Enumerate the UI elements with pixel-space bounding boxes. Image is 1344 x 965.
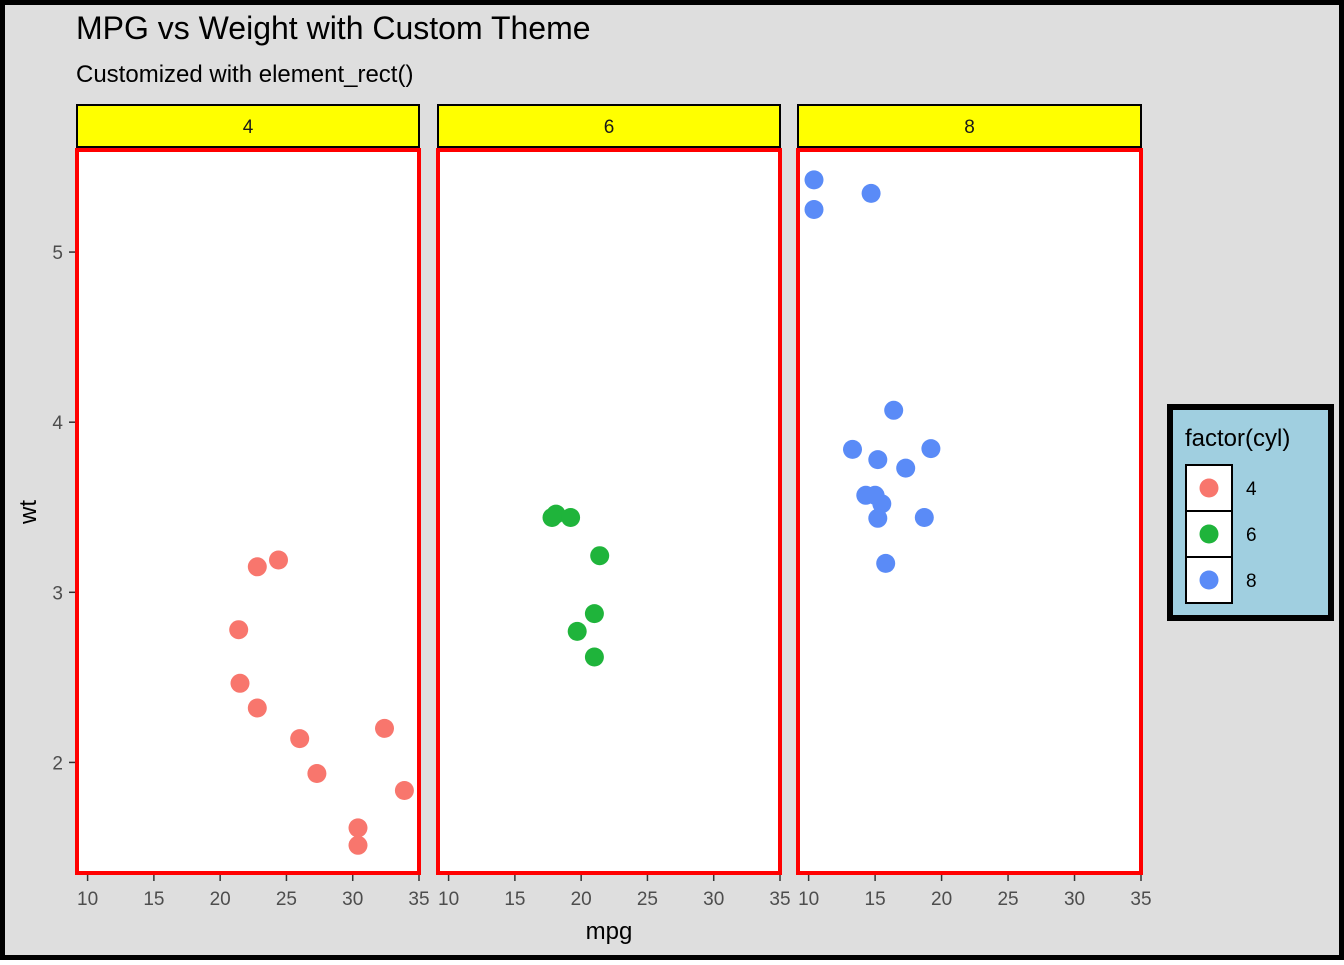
y-tick-label: 4 <box>52 413 63 434</box>
facet-strip-8 <box>797 104 1142 148</box>
data-point-cyl-6 <box>567 621 587 641</box>
panel-border <box>796 148 1143 875</box>
x-tick-label: 15 <box>865 889 886 910</box>
x-tick-label: 20 <box>210 889 231 910</box>
data-point-cyl-8 <box>896 458 916 478</box>
data-point-cyl-6 <box>584 647 604 667</box>
data-point-cyl-6 <box>542 508 562 527</box>
panel-background <box>438 150 780 873</box>
data-point-cyl-4 <box>247 557 267 577</box>
facet-panel-8: 8 10 15 20 25 30 35 <box>796 104 1152 910</box>
data-point-cyl-8 <box>861 183 881 203</box>
x-tick-label: 25 <box>637 889 658 910</box>
x-tick-label: 25 <box>997 889 1018 910</box>
facet-panel-4: 4 10 15 20 25 30 35 <box>75 104 430 910</box>
data-point-cyl-8 <box>843 439 862 459</box>
y-tick-label: 3 <box>52 583 63 604</box>
legend: factor(cyl) 4 6 8 <box>1167 404 1334 621</box>
data-point-cyl-6 <box>590 546 610 566</box>
facet-panel-6: 6 10 15 20 25 30 35 <box>436 104 791 910</box>
x-tick-label: 25 <box>276 889 297 910</box>
data-point-cyl-8 <box>914 508 934 527</box>
data-point-cyl-4 <box>348 835 368 855</box>
x-tick-label: 20 <box>571 889 592 910</box>
x-axis-title: mpg <box>586 918 633 945</box>
legend-keys: 4 6 8 <box>1185 464 1257 604</box>
x-tick-label: 30 <box>342 889 363 910</box>
x-tick-label: 10 <box>77 889 98 910</box>
facet-strip-4 <box>76 104 420 148</box>
x-tick-label: 20 <box>931 889 952 910</box>
panel-background <box>77 150 419 873</box>
data-point-cyl-8 <box>876 553 896 573</box>
x-tick-label: 15 <box>504 889 525 910</box>
legend-key-8 <box>1199 570 1219 590</box>
legend-key-6 <box>1199 524 1219 544</box>
facet-strip-label: 6 <box>604 117 615 138</box>
facet-strip-label: 4 <box>243 117 254 138</box>
x-tick-label: 30 <box>703 889 724 910</box>
data-point-cyl-8 <box>865 485 885 505</box>
x-tick-label: 10 <box>798 889 819 910</box>
data-point-cyl-4 <box>394 781 414 800</box>
data-point-cyl-8 <box>804 200 824 219</box>
facet-strip-label: 8 <box>964 117 975 138</box>
data-point-cyl-8 <box>868 450 888 470</box>
data-point-cyl-6 <box>561 508 581 527</box>
panel-border <box>436 148 782 875</box>
y-tick-label: 5 <box>52 243 63 264</box>
legend-label: 4 <box>1246 479 1257 500</box>
y-axis-title: wt <box>15 500 42 525</box>
legend-title: factor(cyl) <box>1185 425 1290 452</box>
facet-panels: 4 10 15 20 25 30 35 6 10 15 20 25 30 35 8 10 15 20 25 30 35 <box>75 104 1152 910</box>
data-point-cyl-4 <box>269 550 288 570</box>
data-point-cyl-4 <box>247 698 267 718</box>
data-point-cyl-4 <box>229 620 249 640</box>
panel-background <box>798 150 1141 873</box>
x-tick-label: 30 <box>1064 889 1085 910</box>
x-tick-label: 10 <box>438 889 459 910</box>
data-point-cyl-4 <box>230 673 250 693</box>
legend-label: 8 <box>1246 571 1257 592</box>
x-tick-label: 15 <box>143 889 164 910</box>
data-point-cyl-8 <box>804 170 824 190</box>
x-tick-label: 35 <box>408 889 429 910</box>
panel-border <box>75 148 421 875</box>
legend-key-4 <box>1199 478 1219 498</box>
facet-strip-6 <box>437 104 781 148</box>
data-point-cyl-4 <box>348 818 368 838</box>
data-point-cyl-8 <box>884 400 904 420</box>
legend-label: 6 <box>1246 525 1257 546</box>
data-point-cyl-6 <box>584 604 604 624</box>
chart-subtitle: Customized with element_rect() <box>76 61 413 88</box>
y-axis: 2 3 4 5 <box>52 243 75 774</box>
y-tick-label: 2 <box>52 753 63 774</box>
chart-title: MPG vs Weight with Custom Theme <box>76 10 591 46</box>
data-point-cyl-4 <box>290 729 310 749</box>
x-tick-label: 35 <box>1130 889 1151 910</box>
data-point-cyl-4 <box>307 764 327 783</box>
data-point-cyl-4 <box>375 718 394 738</box>
x-tick-label: 35 <box>769 889 790 910</box>
data-point-cyl-8 <box>921 439 941 459</box>
data-point-cyl-8 <box>868 508 888 528</box>
